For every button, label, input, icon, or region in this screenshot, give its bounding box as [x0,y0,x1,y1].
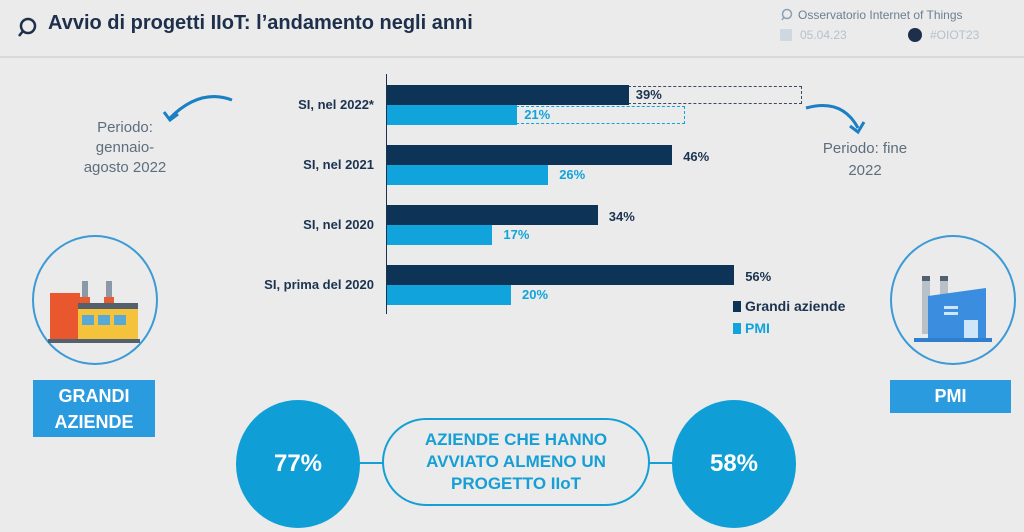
factory-small-icon [914,276,992,342]
pmi-icon-circle [890,235,1016,365]
label-line: AZIENDE [54,412,134,432]
twitter-icon [908,28,922,42]
note-line: 2022 [848,162,882,179]
value-label: 46% [683,149,710,164]
period-note-right: Periodo: fine 2022 [800,138,930,182]
bar-pmi [387,105,518,125]
pmi-total: 58% [672,400,796,528]
note-line: Periodo: [97,119,153,136]
category-label: SI, prima del 2020 [264,277,374,292]
value-label: 17% [503,227,530,242]
legend-swatch [733,322,741,334]
summary-line: AZIENDE CHE HANNO [424,430,608,449]
grandi-aziende-icon-circle [32,235,158,365]
bar-grandi-aziende [387,145,673,165]
summary-line: AVVIATO ALMENO UN [426,452,606,471]
header-logo-icon [16,16,38,43]
factory-large-icon [48,281,140,343]
calendar-icon [780,29,792,41]
value-label: 20% [522,287,549,302]
value-label: 39% [635,87,662,102]
legend-item-pmi: PMI [733,320,845,336]
category-label: SI, nel 2022* [298,97,374,112]
note-line: gennaio- [95,139,155,156]
bar-pmi [387,225,493,245]
bar-grandi-aziende [387,205,598,225]
brand-logo-icon [780,8,794,27]
bar-pmi [387,165,549,185]
category-label: SI, nel 2021 [303,157,374,172]
grandi-aziende-label: GRANDI AZIENDE [33,380,155,437]
legend-label: PMI [745,320,770,336]
date: 05.04.23 [800,28,847,42]
pmi-label: PMI [890,380,1011,413]
arrow-left-icon [162,95,233,123]
category-label: SI, nel 2020 [303,217,374,232]
value-label: 21% [524,107,551,122]
bar-pmi [387,285,511,305]
projected-bar-outline [516,106,685,124]
y-axis-line [386,74,387,314]
value-label: 26% [559,167,586,182]
note-line: Periodo: fine [822,140,908,157]
header-divider [0,56,1024,58]
legend-label: Grandi aziende [745,298,846,314]
period-note-left: Periodo: gennaio- agosto 2022 [60,118,190,178]
brand-name: Osservatorio Internet of Things [798,8,963,22]
summary-line: PROGETTO IIoT [450,474,582,493]
value-label: 34% [608,209,635,224]
bar-grandi-aziende [387,265,735,285]
arrow-right-icon [805,104,866,135]
label-line: GRANDI [58,386,130,406]
legend-swatch [733,300,741,312]
value-label: 56% [745,269,772,284]
note-line: agosto 2022 [83,159,167,176]
bar-grandi-aziende [387,85,629,105]
hashtag: #OIOT23 [930,28,980,42]
legend-item-grandi: Grandi aziende [733,298,845,314]
legend: Grandi aziende PMI [733,298,845,336]
page-title: Avvio di progetti IIoT: l’andamento negl… [48,12,473,34]
summary-label: AZIENDE CHE HANNO AVVIATO ALMENO UN PROG… [382,418,650,506]
grandi-aziende-total: 77% [236,400,360,528]
projected-bar-outline [627,86,803,104]
